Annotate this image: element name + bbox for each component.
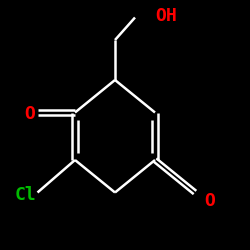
Text: OH: OH xyxy=(155,7,177,25)
Text: O: O xyxy=(24,105,36,123)
Text: Cl: Cl xyxy=(14,186,36,204)
Text: O: O xyxy=(204,192,216,210)
